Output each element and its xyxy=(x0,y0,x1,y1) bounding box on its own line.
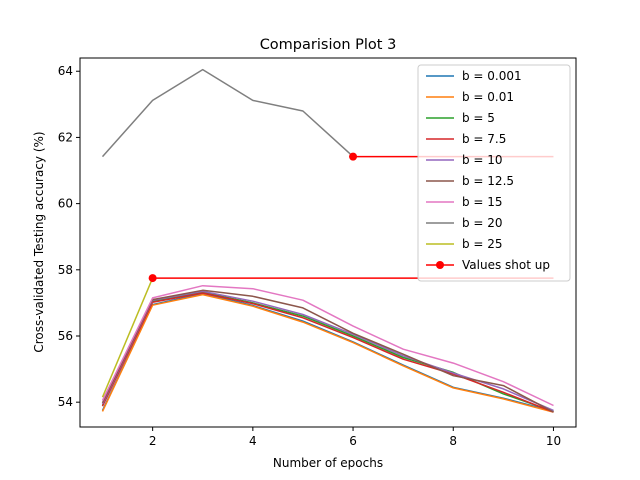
legend-label: Values shot up xyxy=(462,258,550,272)
legend-box xyxy=(417,64,571,282)
axes-frame xyxy=(79,57,577,428)
y-tick-label: 64 xyxy=(58,64,73,78)
legend-label: b = 10 xyxy=(462,153,503,167)
legend: b = 0.001 b = 0.01 b = 5 b = 7.5 b = 10 b = 1… xyxy=(417,64,571,282)
y-tick-label: 54 xyxy=(58,395,73,409)
legend-label: b = 7.5 xyxy=(462,132,506,146)
y-tick-label: 62 xyxy=(58,130,73,144)
shot-up-marker-1 xyxy=(349,152,358,161)
series-line-9 xyxy=(101,277,154,398)
series-line-8 xyxy=(101,68,354,158)
legend-label: b = 15 xyxy=(462,195,503,209)
y-tick-label: 58 xyxy=(58,263,73,277)
x-tick-label: 8 xyxy=(449,434,457,448)
legend-label: b = 20 xyxy=(462,216,503,230)
y-tick-label: 60 xyxy=(58,197,73,211)
shot-up-marker-2 xyxy=(148,274,157,283)
y-tick-label: 56 xyxy=(58,329,73,343)
legend-label: b = 12.5 xyxy=(462,174,514,188)
y-axis-label: Cross-validated Testing accuracy (%) xyxy=(32,131,46,352)
x-tick-label: 10 xyxy=(546,434,561,448)
legend-label: b = 0.01 xyxy=(462,90,514,104)
legend-label: b = 25 xyxy=(462,237,503,251)
legend-label: b = 5 xyxy=(462,111,495,125)
series-line-4 xyxy=(101,292,554,413)
legend-marker xyxy=(436,261,444,269)
x-axis-label: Number of epochs xyxy=(273,456,383,470)
x-tick-label: 4 xyxy=(249,434,257,448)
legend-label: b = 0.001 xyxy=(462,69,522,83)
series-line-2 xyxy=(101,293,554,413)
x-tick-label: 6 xyxy=(349,434,357,448)
series-line-6 xyxy=(101,289,554,413)
chart-title: Comparision Plot 3 xyxy=(260,37,397,53)
x-tick-label: 2 xyxy=(149,434,157,448)
series-line-7 xyxy=(101,284,554,407)
